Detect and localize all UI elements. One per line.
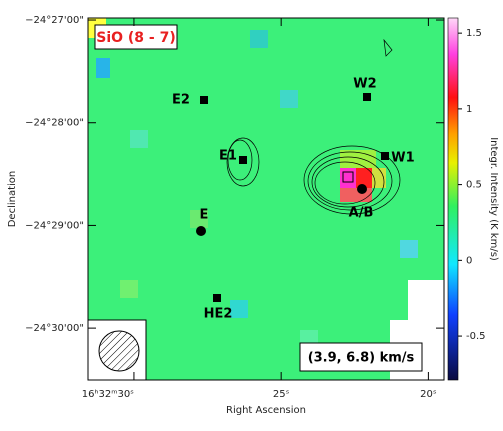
y-tick-label: −24°27'00" <box>25 15 84 26</box>
colorbar-tick-label: 1 <box>466 104 472 115</box>
y-tick-label: −24°28'00" <box>25 118 84 129</box>
subtitle: (3.9, 6.8) km/s <box>308 351 415 366</box>
source-label: A/B <box>349 206 374 221</box>
y-tick-label: −24°29'00" <box>25 220 84 231</box>
map <box>87 18 444 381</box>
source-label: E2 <box>172 93 190 108</box>
x-tick-label: 25ˢ <box>273 389 290 400</box>
x-tick-label: 20ˢ <box>420 389 437 400</box>
colorbar-tick-label: 0.5 <box>466 180 482 191</box>
y-axis-label: Declination <box>7 171 18 228</box>
source-label: E <box>200 208 209 223</box>
source-label: E1 <box>219 149 237 164</box>
colorbar-label: Integr. Intensity (K km/s) <box>488 137 499 261</box>
source-label: W1 <box>391 151 414 166</box>
source-label: W2 <box>353 77 376 92</box>
colorbar <box>447 17 459 381</box>
source-label: HE2 <box>204 307 233 322</box>
y-tick-label: −24°30'00" <box>25 323 84 334</box>
colorbar-tick-label: -0.5 <box>466 331 486 342</box>
colorbar-tick-label: 1.5 <box>466 28 482 39</box>
colorbar-tick-label: 0 <box>466 255 472 266</box>
x-tick-label: 16ʰ32ᵐ30ˢ <box>82 389 134 400</box>
x-axis-label: Right Ascension <box>226 405 306 416</box>
chart-title: SiO (8 - 7) <box>96 30 176 46</box>
frame <box>87 17 445 381</box>
